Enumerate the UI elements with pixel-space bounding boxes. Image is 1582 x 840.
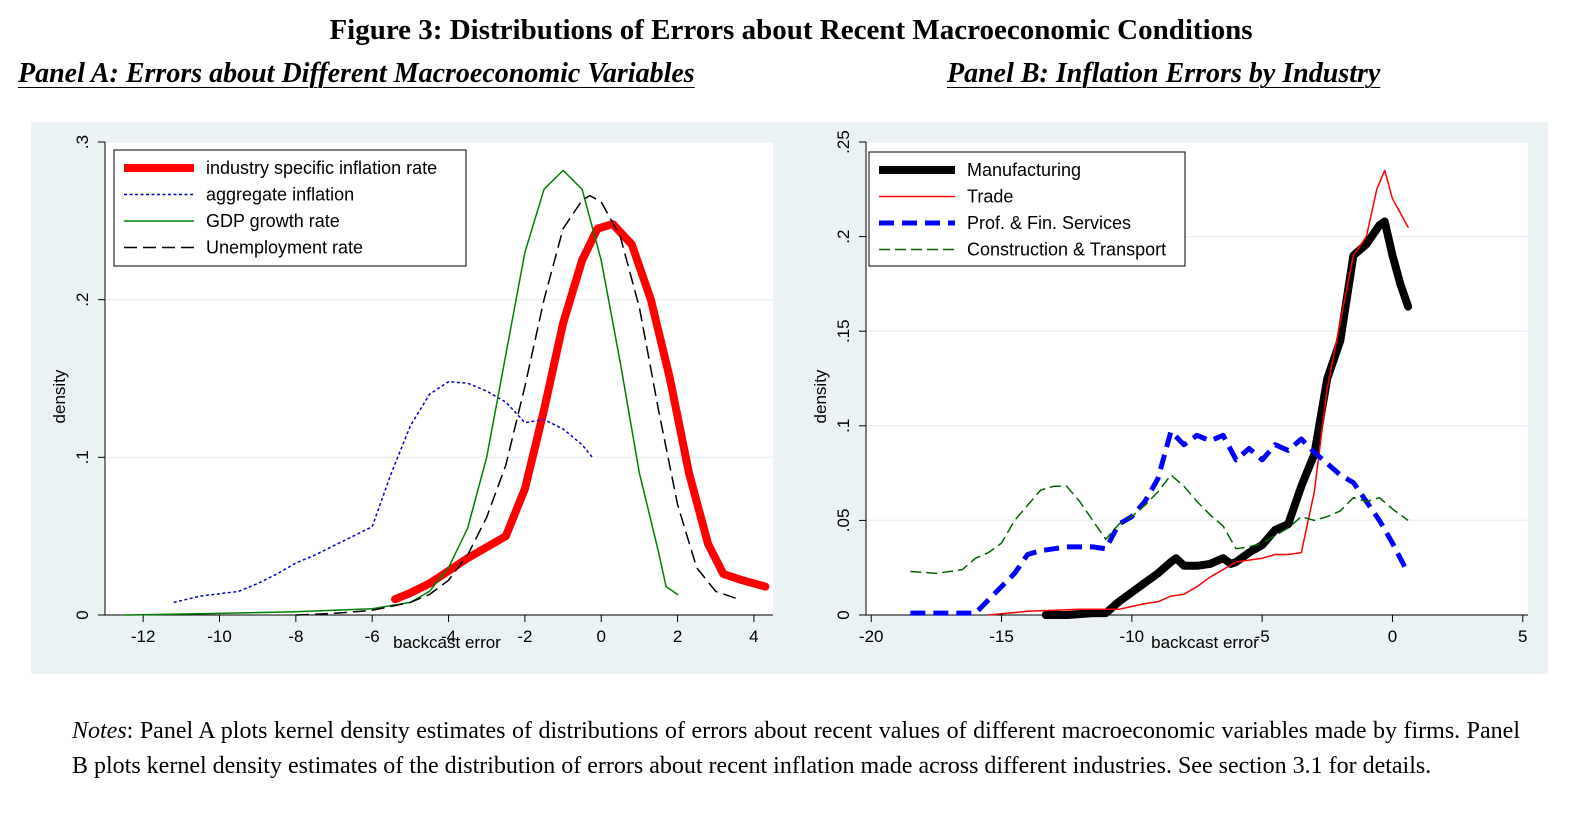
panel-b-x-tick-label: 5 <box>1518 627 1527 646</box>
panel-b-y-tick-label: .1 <box>834 419 853 433</box>
panel-a-x-tick-label: -6 <box>365 627 380 646</box>
panel-b-x-tick-label: -10 <box>1120 627 1145 646</box>
panel-a-legend-label: GDP growth rate <box>206 211 340 231</box>
panel-b-y-tick-label: .2 <box>834 230 853 244</box>
figure-title: Figure 3: Distributions of Errors about … <box>329 14 1253 46</box>
panel-a-x-tick-label: 0 <box>596 627 605 646</box>
panel-b-y-tick-label: .05 <box>834 509 853 533</box>
figure-notes: Notes: Panel A plots kernel density esti… <box>72 714 1520 784</box>
panel-a-series-line-3 <box>123 169 679 616</box>
panel-a-y-axis-label: density <box>50 369 69 423</box>
panel-a-x-tick-label: 4 <box>749 627 758 646</box>
panel-b-series-line-3 <box>910 429 1411 616</box>
notes-label: Notes <box>72 718 127 744</box>
panel-a-x-tick-label: 2 <box>673 627 682 646</box>
panel-a-legend-label: industry specific inflation rate <box>206 158 437 178</box>
panel-a-x-tick-label: -12 <box>131 627 156 646</box>
panel-a-y-tick-label: 0 <box>73 610 92 619</box>
panel-a-series-line-1 <box>391 220 770 604</box>
panel-b-y-axis-label: density <box>811 369 830 423</box>
panel-a-title: Panel A: Errors about Different Macroeco… <box>18 58 695 89</box>
panel-a-x-tick-label: -8 <box>288 627 303 646</box>
panel-b-x-axis-label: backcast error <box>1151 633 1259 652</box>
panel-b-y-tick-label: .25 <box>834 130 853 154</box>
panel-a-series-line-4 <box>295 194 739 616</box>
panel-b-y-tick-label: 0 <box>834 610 853 619</box>
panel-b-x-tick-label: 0 <box>1388 627 1397 646</box>
panel-b-x-tick-label: -5 <box>1255 627 1270 646</box>
notes-text: : Panel A plots kernel density estimates… <box>72 718 1520 779</box>
panel-a-x-tick-label: -4 <box>441 627 456 646</box>
panel-b-y-tick-label: .15 <box>834 319 853 343</box>
panel-a-x-axis-label: backcast error <box>393 633 501 652</box>
panel-b-chart: 0 .05 .1 .15 .2 .25 -20 -15 -10 -5 0 5 backcast erro… <box>792 122 1548 674</box>
panel-b-legend-label: Trade <box>967 187 1013 207</box>
panel-a-x-tick-label: -10 <box>207 627 232 646</box>
panel-b-x-tick-label: -15 <box>989 627 1014 646</box>
panel-a-legend-label: aggregate inflation <box>206 185 354 205</box>
panel-b-legend-label: Construction & Transport <box>967 240 1166 260</box>
panel-b-title: Panel B: Inflation Errors by Industry <box>947 58 1381 89</box>
panel-a-x-tick-label: -2 <box>517 627 532 646</box>
panel-b-legend-label: Prof. & Fin. Services <box>967 213 1131 233</box>
panel-a-legend-label: Unemployment rate <box>206 238 363 258</box>
panel-a-y-tick-label: .2 <box>73 293 92 307</box>
panel-b-x-tick-label: -20 <box>859 627 884 646</box>
panel-b-series-line-2 <box>987 169 1409 616</box>
panel-b-series-line-4 <box>910 474 1409 575</box>
panel-b-legend-label: Manufacturing <box>967 160 1081 180</box>
panel-a-y-tick-label: .3 <box>73 135 92 149</box>
panel-a-chart: 0 .1 .2 .3 -12 -10 -8 -6 -4 -2 0 2 4 backcast error de… <box>31 122 793 674</box>
panel-a-y-tick-label: .1 <box>73 450 92 464</box>
